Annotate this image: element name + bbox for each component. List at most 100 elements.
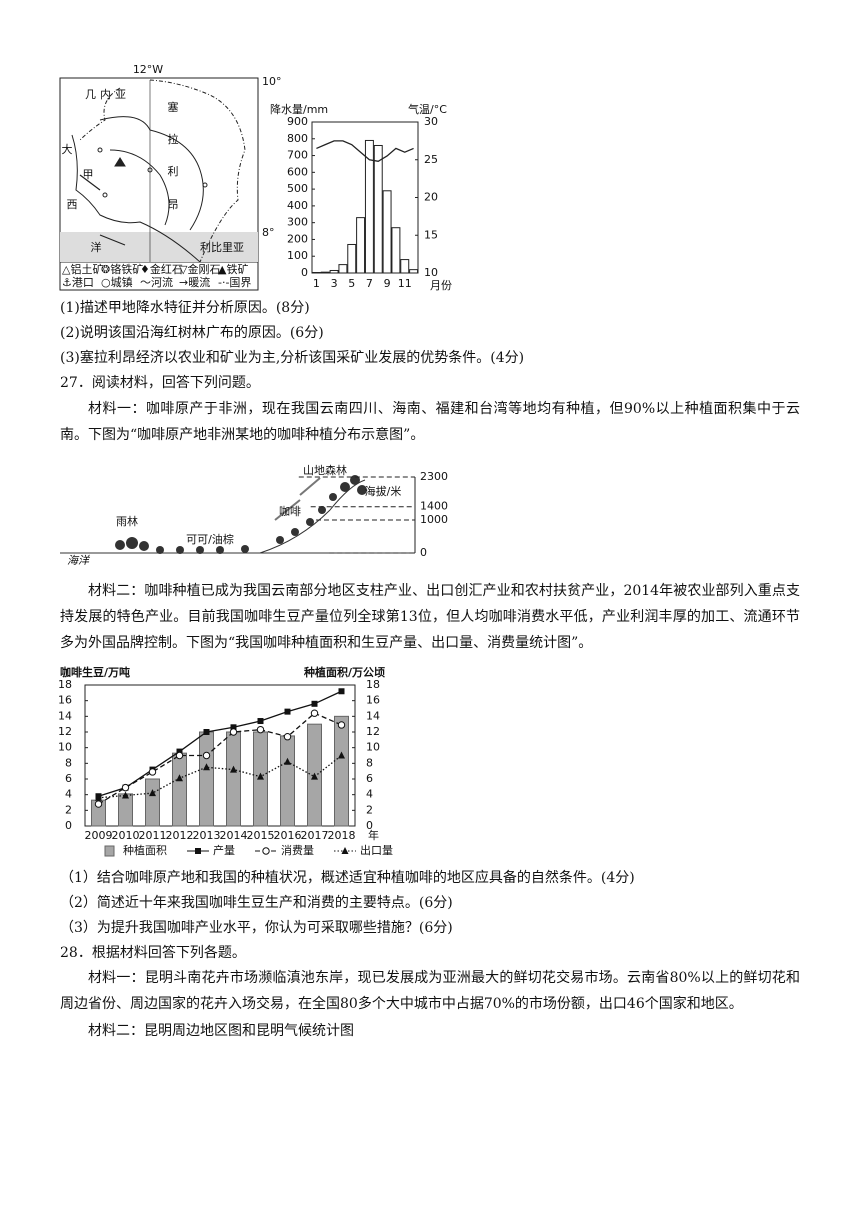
point: [311, 700, 318, 707]
material: 材料一：咖啡原产于非洲，现在我国云南四川、海南、福建和台湾等地均有种植，但90%…: [60, 401, 800, 443]
point: [94, 800, 103, 808]
legend-item: ❂铬铁矿: [101, 262, 143, 276]
bar: [145, 778, 160, 827]
question: （1）结合咖啡原产地和我国的种植状况，概述适宜种植咖啡的地区应具备的自然条件。(…: [60, 870, 635, 886]
x-tick-label: 9: [384, 277, 391, 290]
x-tick-label: 3: [331, 277, 338, 290]
bar: [334, 715, 349, 827]
x-tick-label: 2012: [166, 829, 194, 842]
label: 昂: [168, 198, 179, 211]
legend-swatch: [195, 848, 201, 854]
x-tick-label: 2009: [85, 829, 113, 842]
x-tick-label: 2017: [301, 829, 329, 842]
y2-tick-label: 6: [366, 772, 373, 785]
x-tick-label: 2015: [247, 829, 275, 842]
y-tick-label: 6: [65, 772, 72, 785]
point: [121, 783, 130, 792]
label: 拉: [168, 132, 179, 146]
legend-label: 出口量: [360, 843, 393, 857]
question: （2）简述近十年来我国咖啡生豆生产和消费的主要特点。(6分): [60, 895, 453, 911]
y-tick-label: 16: [58, 694, 72, 707]
x-tick-label: 2016: [274, 829, 302, 842]
bar: [400, 259, 410, 274]
y-tick-label: 4: [65, 788, 72, 801]
bar: [329, 269, 339, 274]
y2-tick-label: 10: [366, 741, 380, 754]
point: [203, 729, 210, 735]
material: 材料二：昆明周边地区图和昆明气候统计图: [88, 1023, 354, 1039]
question: (1)描述甲地降水特征并分析原因。(8分): [60, 300, 310, 316]
x-tick-label: 11: [398, 277, 412, 290]
point: [175, 751, 184, 760]
point: [229, 728, 238, 736]
bar: [226, 731, 241, 827]
x-tick-label: 2011: [139, 829, 167, 842]
x-tick-label: 7: [366, 277, 373, 290]
x-tick-label: 5: [348, 277, 355, 290]
y-tick-label: 12: [58, 725, 72, 738]
bar: [382, 190, 392, 274]
y2-tick-label: 0: [366, 819, 373, 832]
legend-label: 种植面积: [123, 843, 167, 857]
point: [337, 721, 346, 729]
legend-item: ⚓港口: [62, 276, 94, 289]
label: 大: [62, 142, 73, 156]
point: [311, 772, 318, 780]
label: 10°: [262, 75, 282, 88]
y2-tick-label: 8: [366, 756, 373, 769]
bar: [280, 735, 295, 827]
bar: [338, 264, 348, 274]
y2-tick-label: 16: [366, 694, 380, 707]
material: 材料二：咖啡种植已成为我国云南部分地区支柱产业、出口创汇产业和农村扶贫产业，20…: [60, 583, 800, 651]
point: [284, 757, 291, 765]
point: [257, 772, 264, 780]
y2-tick-label: 14: [366, 709, 380, 722]
legend-swatch: [341, 847, 349, 854]
label: 海洋: [67, 554, 91, 567]
label: 塞: [168, 100, 179, 114]
axis-title: 气温/°C: [408, 102, 447, 116]
y-tick-label: 800: [287, 132, 308, 145]
y-tick-label: 500: [287, 182, 308, 195]
bar: [356, 217, 366, 274]
bar: [391, 227, 401, 274]
axis-title: 月份: [430, 279, 452, 292]
axis-title: 海拔/米: [365, 484, 402, 498]
legend-item: ○城镇: [101, 275, 133, 289]
point: [202, 751, 211, 760]
label: 利比里亚: [200, 241, 244, 254]
y-tick-label: 100: [287, 249, 308, 262]
level-label: 1400: [420, 500, 448, 513]
point: [149, 789, 156, 797]
y2-tick-label: 2: [366, 803, 373, 816]
y-tick-label: 400: [287, 199, 308, 212]
bar: [373, 144, 383, 274]
point: [338, 751, 345, 759]
x-tick-label: 2014: [220, 829, 248, 842]
point: [176, 774, 183, 782]
material: 材料一：昆明斗南花卉市场濒临滇池东岸，现已发展成为亚洲最大的鲜切花交易市场。云南…: [60, 970, 800, 1012]
bar: [172, 752, 187, 827]
x-tick-label: 2013: [193, 829, 221, 842]
y2-tick-label: 30: [424, 115, 438, 128]
legend-item: ♦金红石: [140, 262, 183, 276]
label: 可可/油棕: [186, 532, 234, 546]
axis-title: 年: [368, 828, 379, 842]
point: [203, 763, 210, 771]
point: [284, 708, 291, 715]
legend-item: →暖流: [179, 275, 210, 289]
plot-frame: [84, 684, 356, 827]
point: [148, 768, 157, 776]
level-label: 1000: [420, 513, 448, 526]
series-line: [98, 754, 342, 799]
legend-item: ▽金刚石: [179, 262, 220, 276]
y-tick-label: 0: [301, 266, 308, 279]
bar: [409, 269, 419, 274]
point: [230, 765, 237, 773]
legend-swatch: [262, 847, 270, 855]
bar: [311, 271, 321, 274]
question: (2)说明该国沿海红树林广布的原因。(6分): [60, 325, 324, 341]
y2-tick-label: 20: [424, 191, 438, 204]
question-title: 27．阅读材料，回答下列问题。: [60, 375, 260, 391]
